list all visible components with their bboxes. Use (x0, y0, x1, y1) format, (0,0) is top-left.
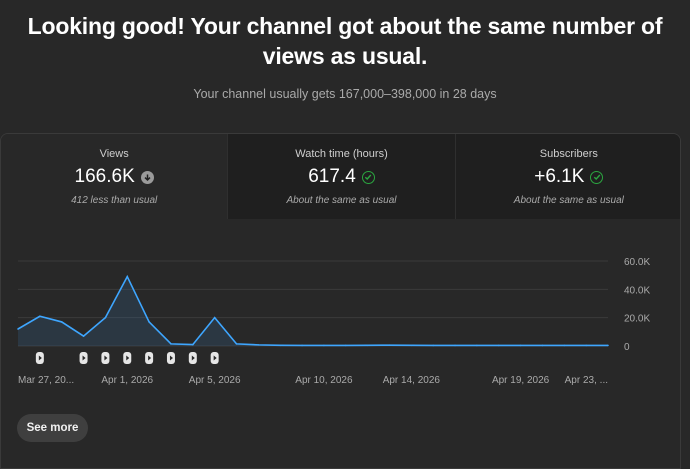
data-point (257, 344, 260, 346)
views-line-chart: 60.0K 40.0K 20.0K 0 Mar 27, 20... Apr 1, 2026… (17, 257, 650, 386)
tab-value: 617.4 (308, 166, 356, 187)
x-tick-label: Apr 10, 2026 (295, 375, 353, 386)
data-point (148, 321, 150, 323)
data-point (410, 344, 413, 347)
data-point (388, 344, 391, 346)
shorts-icon (188, 352, 197, 364)
arrow-down-circle-icon (140, 170, 154, 184)
tab-value: +6.1K (534, 166, 585, 187)
shorts-icon (123, 352, 132, 364)
shorts-icon (101, 352, 110, 364)
x-tick-label: Apr 1, 2026 (101, 375, 153, 386)
y-tick-label: 20.0K (624, 314, 650, 325)
data-point (301, 344, 303, 347)
data-point (192, 343, 194, 346)
data-point (585, 344, 587, 347)
x-tick-label: Apr 23, ... (565, 375, 608, 386)
data-point (563, 344, 566, 347)
data-point (344, 344, 347, 347)
tab-note: About the same as usual (513, 195, 624, 206)
usual-range-text: Your channel usually gets 167,000–398,00… (193, 87, 497, 101)
data-point (607, 344, 609, 347)
data-point (104, 316, 107, 319)
tab-watch-time[interactable]: Watch time (hours) 617.4 About the same … (227, 134, 455, 219)
data-point (126, 275, 129, 278)
data-point (432, 344, 434, 347)
tab-note: 412 less than usual (71, 195, 158, 206)
x-tick-label: Apr 5, 2026 (189, 375, 241, 386)
shorts-icon (210, 352, 219, 364)
data-point (476, 344, 478, 347)
x-tick-label: Apr 14, 2026 (383, 375, 441, 386)
tab-value: 166.6K (74, 166, 135, 187)
data-point (82, 335, 85, 337)
data-point (519, 344, 522, 347)
tab-views[interactable]: Views 166.6K 412 less than usual (1, 134, 228, 219)
views-series-line (17, 274, 608, 347)
tab-label: Watch time (hours) (295, 148, 388, 160)
data-point (39, 315, 41, 318)
data-point (17, 328, 19, 330)
see-more-button[interactable]: See more (17, 414, 88, 442)
shorts-icon (35, 352, 44, 364)
tab-note: About the same as usual (286, 195, 397, 206)
tab-label: Views (99, 148, 129, 160)
data-point (235, 343, 238, 345)
data-point (213, 316, 216, 319)
data-point (170, 343, 172, 345)
data-point (454, 344, 456, 347)
tab-subscribers[interactable]: Subscribers +6.1K About the same as usua… (454, 134, 680, 219)
metric-tabs: Views 166.6K 412 less than usual Watch t… (1, 134, 680, 219)
views-area (18, 276, 608, 346)
data-point (366, 344, 369, 347)
data-point (60, 321, 63, 323)
shorts-icon (79, 352, 88, 364)
check-circle-icon (590, 170, 604, 184)
data-point (541, 344, 544, 347)
check-circle-icon (361, 170, 375, 184)
shorts-icon (145, 352, 154, 364)
x-tick-label: Mar 27, 20... (18, 375, 74, 386)
data-point (323, 344, 325, 347)
shorts-icon (166, 352, 175, 364)
headline: Looking good! Your channel got about the… (27, 13, 663, 69)
y-tick-label: 40.0K (624, 285, 650, 296)
x-tick-label: Apr 19, 2026 (492, 375, 550, 386)
tab-label: Subscribers (539, 148, 598, 160)
data-point (497, 344, 500, 347)
data-point (279, 344, 282, 347)
y-tick-label: 60.0K (624, 257, 650, 268)
analytics-card: Views 166.6K 412 less than usual Watch t… (0, 133, 681, 469)
y-tick-label: 0 (624, 342, 630, 353)
